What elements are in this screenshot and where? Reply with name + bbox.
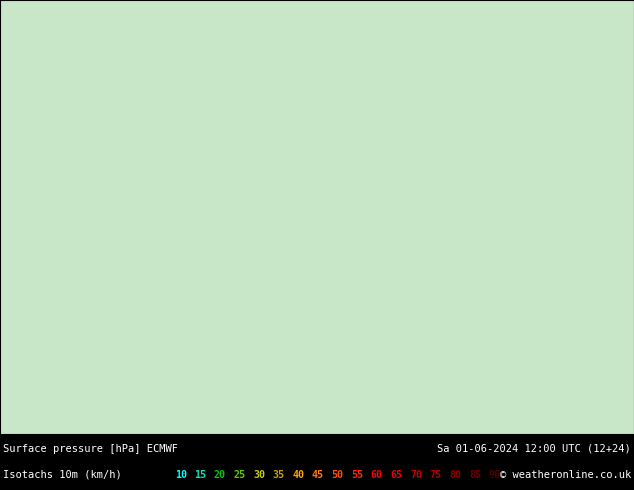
Text: 40: 40 [292, 470, 304, 480]
Text: 10: 10 [175, 470, 186, 480]
Text: 75: 75 [430, 470, 442, 480]
Text: 20: 20 [214, 470, 226, 480]
Text: 15: 15 [194, 470, 206, 480]
Text: 70: 70 [410, 470, 422, 480]
Text: 35: 35 [273, 470, 285, 480]
Text: 90: 90 [489, 470, 500, 480]
Text: Surface pressure [hPa] ECMWF: Surface pressure [hPa] ECMWF [3, 444, 178, 454]
Text: 80: 80 [450, 470, 462, 480]
Text: 25: 25 [233, 470, 245, 480]
Text: 30: 30 [253, 470, 265, 480]
Text: 55: 55 [351, 470, 363, 480]
Text: 85: 85 [469, 470, 481, 480]
Text: 65: 65 [391, 470, 403, 480]
Text: Isotachs 10m (km/h): Isotachs 10m (km/h) [3, 470, 122, 480]
Text: 50: 50 [332, 470, 344, 480]
Text: Sa 01-06-2024 12:00 UTC (12+24): Sa 01-06-2024 12:00 UTC (12+24) [437, 444, 631, 454]
Text: © weatheronline.co.uk: © weatheronline.co.uk [500, 470, 631, 480]
Text: 45: 45 [312, 470, 324, 480]
Text: 60: 60 [371, 470, 383, 480]
